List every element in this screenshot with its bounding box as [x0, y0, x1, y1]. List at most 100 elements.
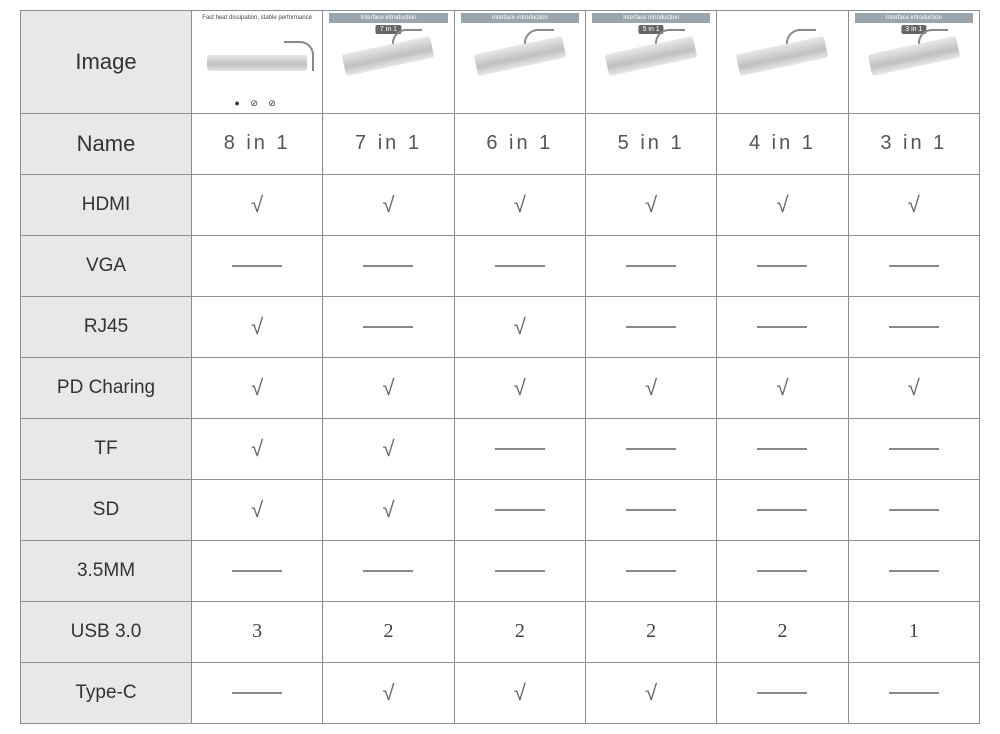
- cell: √: [585, 357, 716, 418]
- check-icon: √: [645, 680, 657, 705]
- cell: √: [323, 479, 454, 540]
- dash-icon: [363, 326, 413, 328]
- product-thumb: Fast heat dissipation, stable performanc…: [192, 11, 322, 113]
- cell: √: [192, 357, 323, 418]
- table-row: RJ45 √ √: [21, 296, 980, 357]
- dash-icon: [626, 265, 676, 267]
- cell: 3: [192, 601, 323, 662]
- dash-icon: [626, 326, 676, 328]
- product-thumb: [717, 11, 847, 113]
- row-header: VGA: [21, 235, 192, 296]
- cell: [454, 540, 585, 601]
- cell: √: [323, 418, 454, 479]
- cell: √: [848, 174, 979, 235]
- dash-icon: [889, 509, 939, 511]
- cell: 8 in 1: [192, 113, 323, 174]
- thumb-tagline: Fast heat dissipation, stable performanc…: [198, 15, 316, 22]
- dash-icon: [889, 265, 939, 267]
- cell: √: [454, 174, 585, 235]
- cell: [454, 235, 585, 296]
- number-value: 2: [646, 620, 656, 642]
- dash-icon: [757, 570, 807, 572]
- cell: [848, 540, 979, 601]
- table-row: Type-C√√√: [21, 662, 980, 723]
- dash-icon: [757, 448, 807, 450]
- table-row: PD Charing√√√√√√: [21, 357, 980, 418]
- cell: Fast heat dissipation, stable performanc…: [192, 11, 323, 114]
- cell: Interface introduction7 in 1: [323, 11, 454, 114]
- cell: Interface introduction3 in 1: [848, 11, 979, 114]
- dash-icon: [626, 448, 676, 450]
- cell: √: [717, 174, 848, 235]
- cell: √: [848, 357, 979, 418]
- row-header: RJ45: [21, 296, 192, 357]
- cell: [717, 418, 848, 479]
- cell: Interface introduction: [454, 11, 585, 114]
- cell: Interface introduction5 in 1: [585, 11, 716, 114]
- cell: 3 in 1: [848, 113, 979, 174]
- row-header: Image: [21, 11, 192, 114]
- check-icon: √: [251, 497, 263, 522]
- row-header: PD Charing: [21, 357, 192, 418]
- cell: √: [192, 296, 323, 357]
- check-icon: √: [776, 192, 788, 217]
- check-icon: √: [382, 192, 394, 217]
- cell: [717, 662, 848, 723]
- dash-icon: [495, 509, 545, 511]
- row-header: USB 3.0: [21, 601, 192, 662]
- product-thumb: Interface introduction: [455, 11, 585, 113]
- thumb-hub: [868, 36, 961, 76]
- cell: [323, 296, 454, 357]
- check-icon: √: [382, 375, 394, 400]
- dash-icon: [757, 692, 807, 694]
- dash-icon: [757, 326, 807, 328]
- number-value: 2: [777, 620, 787, 642]
- dash-icon: [363, 265, 413, 267]
- dash-icon: [495, 570, 545, 572]
- check-icon: √: [251, 436, 263, 461]
- check-icon: √: [514, 192, 526, 217]
- table-row: Name8 in 17 in 16 in 15 in 14 in 13 in 1: [21, 113, 980, 174]
- row-header: Type-C: [21, 662, 192, 723]
- cell: √: [717, 357, 848, 418]
- cell: √: [323, 357, 454, 418]
- cell: [848, 418, 979, 479]
- thumb-header-bar: Interface introduction: [592, 13, 710, 23]
- cell: [717, 11, 848, 114]
- number-value: 1: [909, 620, 919, 642]
- cell: √: [323, 174, 454, 235]
- cell: √: [192, 479, 323, 540]
- cell: [585, 296, 716, 357]
- cell: [192, 540, 323, 601]
- row-header: 3.5MM: [21, 540, 192, 601]
- dash-icon: [889, 326, 939, 328]
- thumb-hub: [605, 36, 698, 76]
- dash-icon: [495, 448, 545, 450]
- table-row: HDMI√√√√√√: [21, 174, 980, 235]
- cell: 2: [717, 601, 848, 662]
- cell: 6 in 1: [454, 113, 585, 174]
- cell: √: [323, 662, 454, 723]
- check-icon: √: [645, 192, 657, 217]
- cell: [323, 540, 454, 601]
- thumb-header-bar: Interface introduction: [461, 13, 579, 23]
- table-row: TF√√: [21, 418, 980, 479]
- dash-icon: [495, 265, 545, 267]
- cell: [585, 540, 716, 601]
- cell: √: [454, 296, 585, 357]
- thumb-hub: [342, 36, 435, 76]
- check-icon: √: [251, 314, 263, 339]
- row-header: Name: [21, 113, 192, 174]
- comparison-table: Image Fast heat dissipation, stable perfo…: [20, 10, 980, 724]
- product-thumb: Interface introduction7 in 1: [323, 11, 453, 113]
- cell: [323, 235, 454, 296]
- table-row: SD√√: [21, 479, 980, 540]
- dash-icon: [232, 570, 282, 572]
- check-icon: √: [251, 375, 263, 400]
- cell: [848, 662, 979, 723]
- cell: 5 in 1: [585, 113, 716, 174]
- cell: [585, 418, 716, 479]
- table-row: 3.5MM: [21, 540, 980, 601]
- dash-icon: [889, 692, 939, 694]
- dash-icon: [232, 692, 282, 694]
